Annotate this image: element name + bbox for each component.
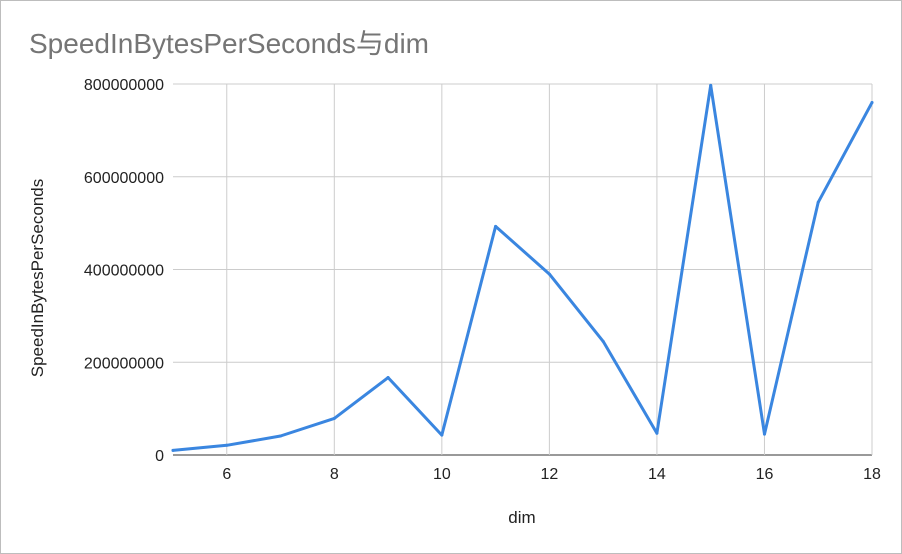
- x-tick-label: 18: [863, 466, 881, 483]
- data-point: [225, 443, 229, 447]
- y-tick-label: 400000000: [84, 263, 164, 280]
- data-point: [870, 101, 874, 105]
- series-line: [171, 83, 874, 452]
- data-point: [816, 200, 820, 204]
- x-tick-label: 14: [648, 466, 666, 483]
- data-point: [386, 376, 390, 380]
- data-point: [171, 448, 175, 452]
- data-point: [332, 416, 336, 420]
- data-point: [547, 272, 551, 276]
- data-point: [762, 432, 766, 436]
- y-axis-label: SpeedInBytesPerSeconds: [28, 179, 47, 377]
- chart-title: SpeedInBytesPerSeconds与dim: [29, 28, 429, 59]
- data-point: [601, 339, 605, 343]
- y-tick-label: 200000000: [84, 355, 164, 372]
- data-point: [440, 433, 444, 437]
- y-tick-label: 600000000: [84, 170, 164, 187]
- x-axis-label: dim: [508, 508, 535, 527]
- grid: [173, 83, 873, 456]
- x-tick-label: 6: [222, 466, 231, 483]
- data-point: [494, 224, 498, 228]
- data-point: [655, 431, 659, 435]
- data-point: [709, 83, 713, 87]
- series-lines: [171, 83, 874, 452]
- x-tick-label: 8: [330, 466, 339, 483]
- data-point: [279, 434, 283, 438]
- y-tick-labels: 0 200000000 400000000 600000000 800000000: [84, 77, 164, 465]
- x-tick-labels: 6 8 10 12 14 16 18: [222, 466, 881, 483]
- x-tick-label: 16: [756, 466, 774, 483]
- y-tick-label: 800000000: [84, 77, 164, 94]
- y-tick-label: 0: [155, 448, 164, 465]
- x-tick-label: 10: [433, 466, 451, 483]
- x-tick-label: 12: [540, 466, 558, 483]
